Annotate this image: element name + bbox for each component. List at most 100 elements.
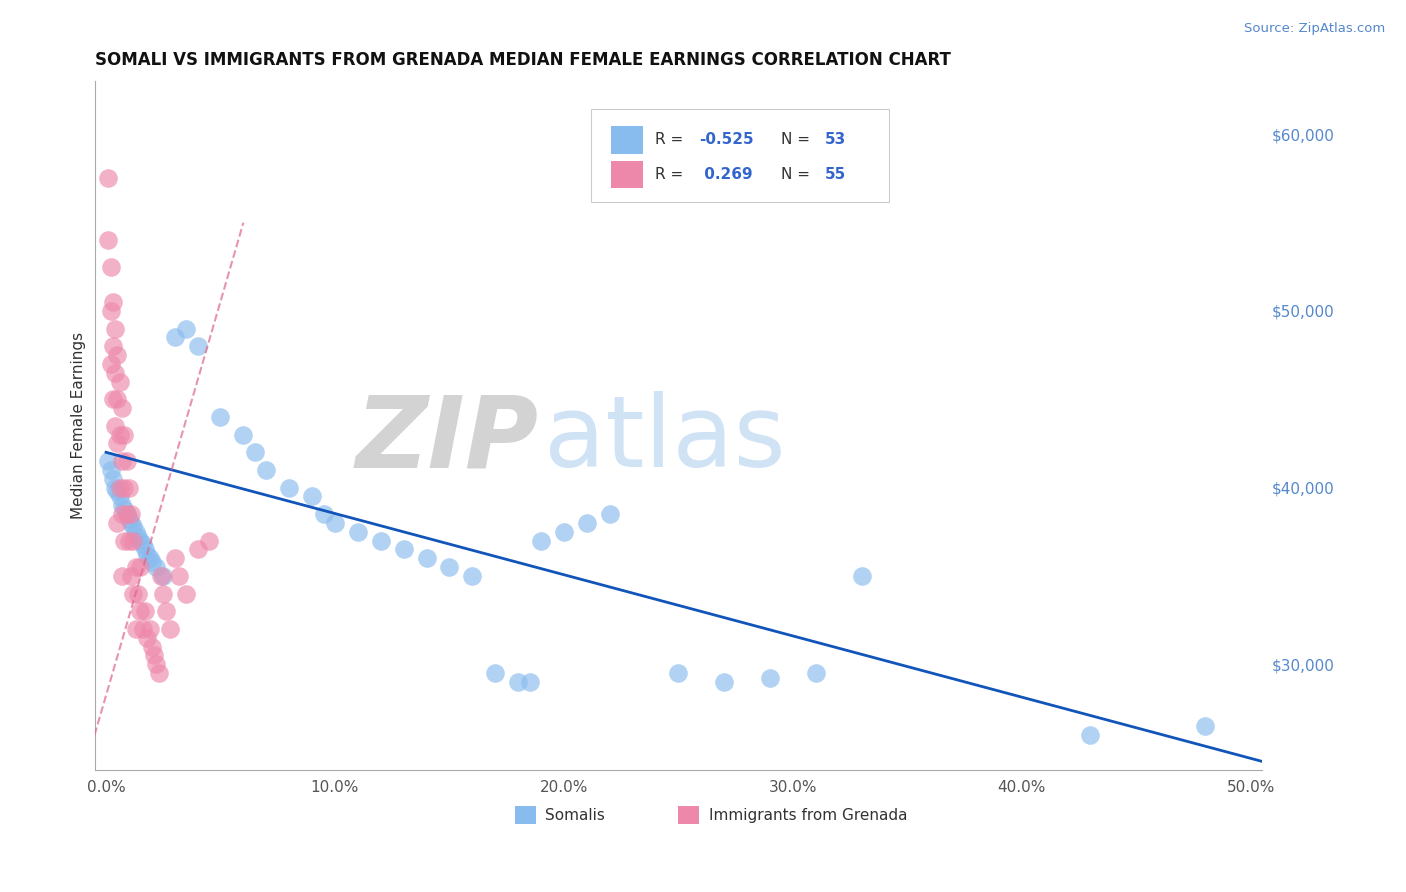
Point xyxy=(530,533,553,548)
Point xyxy=(108,481,131,495)
Point xyxy=(392,542,415,557)
Bar xyxy=(678,806,699,823)
Point xyxy=(108,427,131,442)
Text: -0.525: -0.525 xyxy=(699,132,754,147)
Point xyxy=(174,321,197,335)
Point xyxy=(243,445,266,459)
Text: 0.269: 0.269 xyxy=(699,167,754,182)
Text: Somalis: Somalis xyxy=(546,807,605,822)
Point xyxy=(145,657,167,672)
Point xyxy=(209,409,232,424)
Point xyxy=(107,348,129,362)
Point xyxy=(141,640,163,654)
Text: N =: N = xyxy=(782,167,815,182)
Point xyxy=(127,530,149,544)
Point xyxy=(138,551,160,566)
Point xyxy=(100,304,122,318)
Point xyxy=(100,463,122,477)
Point xyxy=(112,533,135,548)
Bar xyxy=(610,126,644,153)
Point xyxy=(120,569,142,583)
Point xyxy=(115,507,138,521)
Point xyxy=(599,507,621,521)
Point xyxy=(97,233,120,247)
Point xyxy=(122,533,145,548)
Point xyxy=(145,560,167,574)
Point xyxy=(323,516,346,530)
Point xyxy=(804,666,827,681)
Y-axis label: Median Female Earnings: Median Female Earnings xyxy=(72,332,86,519)
Text: R =: R = xyxy=(655,132,688,147)
Point xyxy=(575,516,598,530)
Point xyxy=(301,490,323,504)
Point xyxy=(122,519,145,533)
Point xyxy=(118,512,141,526)
Point xyxy=(254,463,277,477)
Point xyxy=(1194,719,1216,733)
Point xyxy=(129,560,152,574)
Text: Immigrants from Grenada: Immigrants from Grenada xyxy=(709,807,907,822)
Point xyxy=(370,533,392,548)
Point xyxy=(1080,728,1102,742)
Point xyxy=(111,401,134,416)
Point xyxy=(129,604,152,618)
Point xyxy=(136,631,159,645)
Point xyxy=(484,666,506,681)
Point xyxy=(125,560,148,574)
Point xyxy=(100,357,122,371)
Point xyxy=(152,586,174,600)
Point xyxy=(101,339,124,353)
Point xyxy=(107,484,129,499)
Point xyxy=(198,533,221,548)
Point xyxy=(148,666,170,681)
Point xyxy=(118,481,141,495)
Point xyxy=(134,604,156,618)
Text: SOMALI VS IMMIGRANTS FROM GRENADA MEDIAN FEMALE EARNINGS CORRELATION CHART: SOMALI VS IMMIGRANTS FROM GRENADA MEDIAN… xyxy=(94,51,950,69)
Point xyxy=(100,260,122,274)
Text: atlas: atlas xyxy=(544,391,786,488)
Point xyxy=(112,427,135,442)
Point xyxy=(553,524,575,539)
Text: ZIP: ZIP xyxy=(356,391,538,488)
Point xyxy=(759,672,782,686)
Point xyxy=(163,551,186,566)
Point xyxy=(101,392,124,407)
FancyBboxPatch shape xyxy=(591,109,889,202)
Point xyxy=(101,472,124,486)
Point xyxy=(107,436,129,450)
Point xyxy=(125,524,148,539)
Point xyxy=(120,507,142,521)
Point xyxy=(187,339,209,353)
Point xyxy=(347,524,370,539)
Point xyxy=(108,375,131,389)
Point xyxy=(104,321,127,335)
Point xyxy=(136,548,159,562)
Text: 55: 55 xyxy=(824,167,845,182)
Bar xyxy=(515,806,536,823)
Point xyxy=(152,569,174,583)
Point xyxy=(120,516,142,530)
Point xyxy=(122,586,145,600)
Point xyxy=(439,560,461,574)
Point xyxy=(506,674,529,689)
Point xyxy=(97,171,120,186)
Point xyxy=(115,507,138,521)
Point xyxy=(312,507,335,521)
Point xyxy=(851,569,873,583)
Point xyxy=(174,586,197,600)
Point xyxy=(104,481,127,495)
Point xyxy=(155,604,177,618)
Point xyxy=(461,569,484,583)
Point xyxy=(143,648,166,663)
Point xyxy=(111,498,134,512)
Point xyxy=(138,622,160,636)
Point xyxy=(107,516,129,530)
Text: Source: ZipAtlas.com: Source: ZipAtlas.com xyxy=(1244,22,1385,36)
Point xyxy=(187,542,209,557)
Text: R =: R = xyxy=(655,167,688,182)
Point xyxy=(108,490,131,504)
Point xyxy=(115,454,138,468)
Point xyxy=(415,551,437,566)
Point xyxy=(149,569,172,583)
Point xyxy=(129,533,152,548)
